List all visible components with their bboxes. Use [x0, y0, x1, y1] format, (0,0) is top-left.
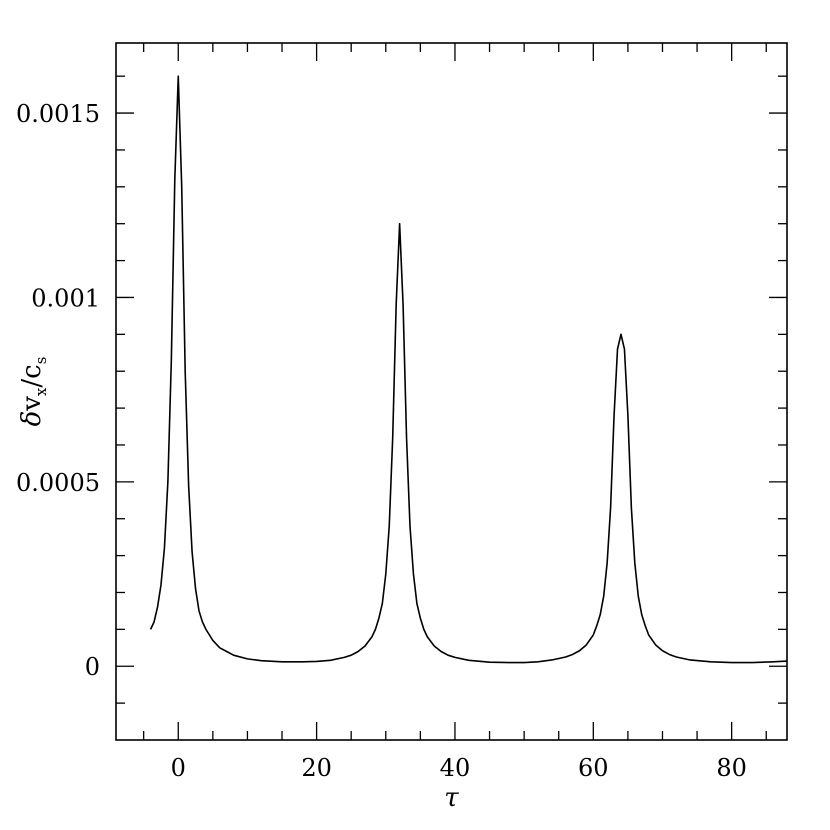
- tick-labels: 0 20 40 60 80 0 0.0005 0.001 0.0015: [16, 100, 747, 782]
- series-line: [149, 75, 788, 664]
- y-tick-label: 0: [85, 653, 100, 681]
- x-tick-label: 40: [440, 754, 471, 782]
- y-axis-title: δvx/cs: [17, 357, 50, 427]
- y-label-slash: /: [17, 379, 47, 388]
- y-tick-label: 0.001: [31, 284, 100, 312]
- y-label-v: v: [17, 396, 47, 412]
- plot-frame: [115, 42, 788, 741]
- y-label-v-subscript: x: [32, 387, 50, 396]
- axis-ticks: [116, 43, 787, 740]
- x-tick-label: 60: [578, 754, 609, 782]
- x-tick-label: 80: [716, 754, 747, 782]
- y-tick-label: 0.0015: [16, 100, 100, 128]
- x-axis-title: τ: [444, 783, 459, 813]
- y-label-c: c: [17, 364, 47, 379]
- x-tick-label: 20: [301, 754, 332, 782]
- x-tick-label: 0: [171, 754, 186, 782]
- y-tick-label: 0.0005: [16, 469, 100, 497]
- y-label-c-subscript: s: [32, 357, 50, 365]
- y-label-delta: δ: [17, 411, 47, 427]
